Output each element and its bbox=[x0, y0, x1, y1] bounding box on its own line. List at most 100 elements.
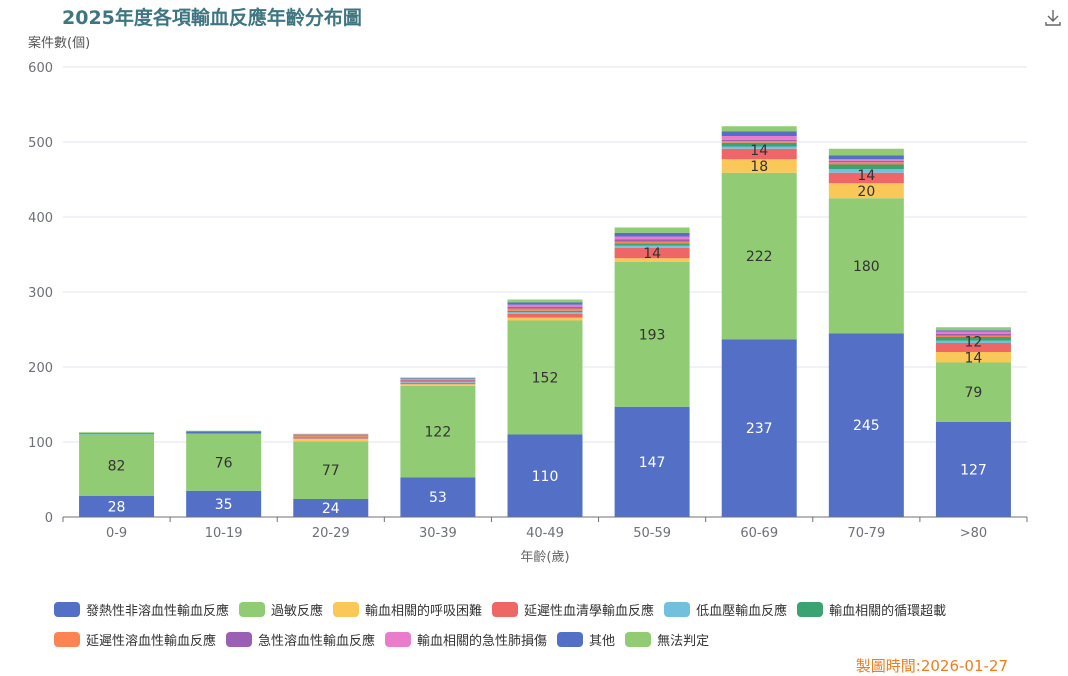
x-tick-label: 20-29 bbox=[312, 526, 350, 541]
legend-item[interactable]: 延遲性血清學輸血反應 bbox=[492, 600, 655, 619]
legend-item[interactable]: 輸血相關的呼吸困難 bbox=[333, 600, 482, 619]
x-tick-label: 0-9 bbox=[106, 526, 127, 541]
data-label: 35 bbox=[215, 497, 233, 513]
y-tick-label: 0 bbox=[45, 511, 53, 526]
legend-label: 輸血相關的循環超載 bbox=[829, 603, 947, 619]
legend-label: 過敏反應 bbox=[271, 603, 324, 619]
data-label: 76 bbox=[215, 455, 233, 471]
legend-swatch bbox=[54, 631, 80, 647]
y-tick-label: 500 bbox=[28, 136, 53, 151]
bar-segment bbox=[721, 139, 797, 142]
legend-label: 發熱性非溶血性輸血反應 bbox=[86, 603, 230, 619]
bar-segment bbox=[935, 421, 1011, 517]
y-tick-label: 600 bbox=[28, 61, 53, 76]
data-label: 53 bbox=[429, 490, 447, 506]
bar-segment bbox=[293, 434, 369, 436]
bar-segment bbox=[721, 141, 797, 143]
bar-segment bbox=[828, 198, 904, 334]
bar-segment bbox=[79, 432, 155, 433]
bar-segment bbox=[935, 362, 1011, 422]
x-tick-label: 60-69 bbox=[740, 526, 778, 541]
credit-text: 製圖時間:2026-01-27 bbox=[855, 657, 1008, 675]
y-tick-label: 400 bbox=[28, 211, 53, 226]
legend-label: 延遲性血清學輸血反應 bbox=[524, 603, 655, 619]
bar-segment bbox=[828, 172, 904, 184]
bar-segment bbox=[186, 430, 262, 432]
bar-segment bbox=[614, 236, 690, 240]
legend: 發熱性非溶血性輸血反應 過敏反應 輸血相關的呼吸困難 延遲性血清學輸血反應 低血壓輸血反… bbox=[54, 600, 1044, 660]
bar-segment bbox=[400, 382, 476, 383]
legend-swatch bbox=[239, 601, 266, 617]
bar-segment bbox=[721, 146, 797, 149]
legend-item[interactable]: 發熱性非溶血性輸血反應 bbox=[54, 600, 230, 619]
bar-segment bbox=[721, 148, 797, 160]
legend-item[interactable]: 其他 bbox=[557, 630, 616, 649]
bar-segment bbox=[614, 258, 690, 262]
y-tick-label: 300 bbox=[28, 286, 53, 301]
legend-label: 其他 bbox=[589, 633, 616, 649]
bar-segment bbox=[614, 262, 690, 407]
legend-item[interactable]: 輸血相關的急性肺損傷 bbox=[385, 630, 547, 649]
x-axis-label: 年齡(歲) bbox=[520, 550, 569, 565]
bar-segment bbox=[935, 352, 1011, 363]
data-label: 147 bbox=[639, 455, 666, 471]
legend-label: 急性溶血性輸血反應 bbox=[258, 633, 376, 649]
download-icon[interactable] bbox=[1043, 8, 1063, 28]
bar-segment bbox=[828, 159, 904, 161]
bar-segment bbox=[400, 381, 476, 382]
bar-segment bbox=[614, 239, 690, 242]
bar-segment bbox=[79, 496, 155, 517]
legend-label: 低血壓輸血反應 bbox=[696, 603, 788, 619]
bar-segment bbox=[186, 431, 262, 433]
bar-segment bbox=[293, 436, 369, 438]
x-tick-label: >80 bbox=[960, 526, 987, 541]
data-label: 110 bbox=[532, 469, 559, 485]
bar-segment bbox=[293, 436, 369, 437]
bar-segment bbox=[293, 438, 369, 439]
y-tick-label: 100 bbox=[28, 436, 53, 451]
bar-segment bbox=[828, 164, 904, 169]
bar-segment bbox=[400, 384, 476, 386]
bar-segment bbox=[507, 317, 583, 321]
bar-segment bbox=[507, 308, 583, 311]
data-label: 20 bbox=[857, 184, 875, 200]
stacked-bar-chart: 案件數(個) 年齡(歲) 28 82 35 76 24 77 53 122 110 152 147 1… bbox=[28, 36, 1028, 565]
bar-segment bbox=[79, 433, 155, 434]
legend-swatch bbox=[226, 631, 253, 647]
legend-item[interactable]: 急性溶血性輸血反應 bbox=[226, 630, 376, 649]
bar-segment bbox=[400, 377, 476, 379]
bar-segment bbox=[828, 162, 904, 165]
bar-segment bbox=[293, 433, 369, 435]
data-label: 152 bbox=[532, 371, 559, 387]
legend-label: 延遲性溶血性輸血反應 bbox=[86, 633, 217, 649]
bar-segment bbox=[400, 385, 476, 478]
data-label: 122 bbox=[425, 425, 452, 441]
bar-segment bbox=[828, 183, 904, 199]
bar-segment bbox=[293, 435, 369, 436]
legend-item[interactable]: 延遲性溶血性輸血反應 bbox=[54, 630, 217, 649]
bar-segment bbox=[293, 439, 369, 442]
data-label: 237 bbox=[746, 421, 773, 437]
data-label: 77 bbox=[322, 463, 340, 479]
bar-segment bbox=[935, 331, 1011, 334]
legend-item[interactable]: 低血壓輸血反應 bbox=[664, 600, 788, 619]
legend-swatch bbox=[492, 601, 519, 617]
legend-item[interactable]: 輸血相關的循環超載 bbox=[797, 600, 947, 619]
legend-swatch bbox=[557, 631, 584, 647]
bar-segment bbox=[614, 243, 690, 246]
legend-item[interactable]: 無法判定 bbox=[625, 630, 709, 649]
bar-segment bbox=[400, 379, 476, 380]
data-label: 82 bbox=[108, 458, 126, 474]
bar-segment bbox=[79, 434, 155, 496]
legend-item[interactable]: 過敏反應 bbox=[239, 600, 324, 619]
data-label: 12 bbox=[965, 334, 983, 350]
bar-segment bbox=[507, 313, 583, 318]
bar-segment bbox=[935, 334, 1011, 336]
legend-swatch bbox=[54, 601, 80, 617]
bar-segment bbox=[828, 169, 904, 173]
bar-segment bbox=[400, 380, 476, 382]
bar-segment bbox=[935, 335, 1011, 337]
bar-segment bbox=[507, 302, 583, 305]
data-label: 18 bbox=[750, 159, 768, 175]
bar-segment bbox=[614, 247, 690, 259]
